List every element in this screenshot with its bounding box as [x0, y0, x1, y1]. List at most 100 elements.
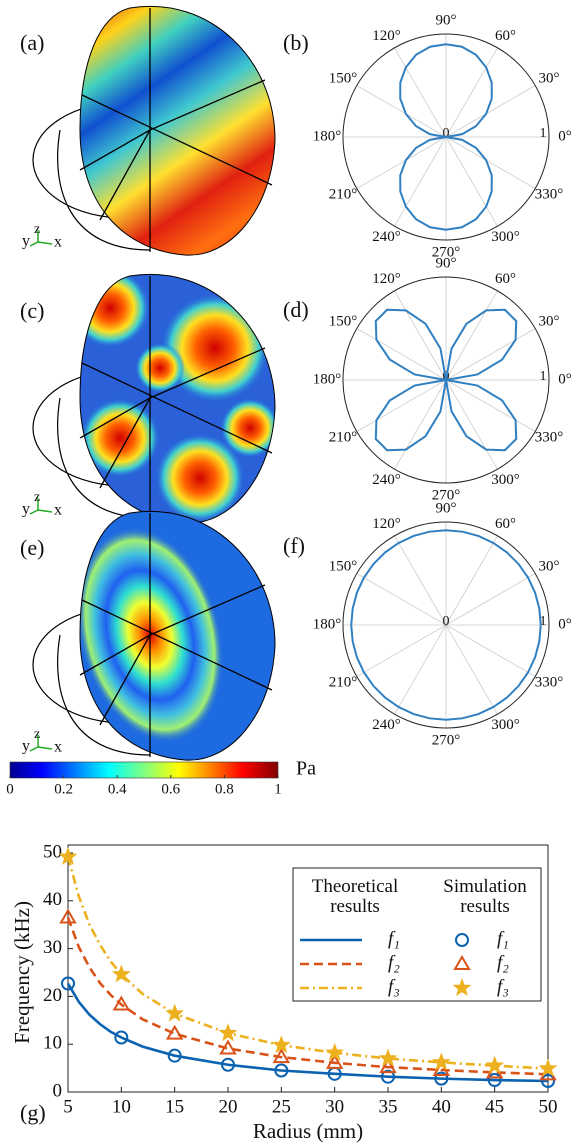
theta-tick-label: 0°: [558, 616, 572, 632]
field-blob: [70, 268, 150, 348]
axis-letter: z: [34, 222, 40, 237]
theta-tick-label: 90°: [436, 12, 457, 28]
theta-tick-label: 300°: [491, 717, 520, 733]
theta-tick-label: 330°: [535, 674, 564, 690]
grid-spoke: [395, 625, 447, 714]
legend-label: f₂: [497, 952, 509, 973]
x-tick-label: 50: [539, 1096, 558, 1117]
theta-tick-label: 60°: [495, 28, 516, 44]
r-tick-label: 1: [540, 369, 547, 384]
theta-tick-label: 30°: [539, 313, 560, 329]
panel-label: (f): [283, 533, 305, 558]
marker: [167, 1005, 183, 1020]
model-panel: (e)yzx: [20, 505, 280, 765]
field-blob: [80, 398, 160, 478]
grid-spoke: [446, 48, 498, 137]
theta-tick-label: 180°: [313, 616, 342, 632]
colorbar-tick-label: 0.4: [108, 781, 127, 797]
hemisphere: [54, 505, 280, 765]
marker: [487, 1057, 503, 1072]
grid-spoke: [395, 536, 447, 625]
theta-tick-label: 330°: [535, 429, 564, 445]
colorbar-tick-label: 0.2: [54, 781, 73, 797]
theta-tick-label: 270°: [432, 732, 461, 748]
theta-tick-label: 60°: [495, 516, 516, 532]
grid-spoke: [446, 574, 535, 626]
theta-tick-label: 210°: [329, 429, 358, 445]
legend-label: f₁: [388, 928, 400, 949]
theta-tick-label: 240°: [372, 472, 401, 488]
legend-label: f₃: [388, 976, 400, 997]
theta-tick-label: 90°: [436, 255, 457, 271]
grid-spoke: [446, 86, 535, 138]
panel-label: (a): [20, 30, 44, 55]
theta-tick-label: 120°: [372, 271, 401, 287]
legend-label: f₂: [388, 952, 400, 973]
x-tick-label: 5: [63, 1096, 73, 1117]
theta-tick-label: 210°: [329, 674, 358, 690]
grid-spoke: [357, 137, 446, 189]
y-tick-label: 20: [43, 985, 62, 1006]
theta-tick-label: 240°: [372, 717, 401, 733]
theta-tick-label: 180°: [313, 371, 342, 387]
legend-title: Simulation results: [425, 877, 545, 917]
grid-spoke: [446, 137, 535, 189]
colorbar: [10, 762, 278, 778]
grid-spoke: [446, 625, 535, 677]
theta-tick-label: 150°: [329, 70, 358, 86]
x-tick-label: 45: [485, 1096, 504, 1117]
axis-letter: x: [54, 234, 62, 251]
theta-tick-label: 120°: [372, 28, 401, 44]
page: { "models": [ {"label": "(a)", "axes": […: [0, 0, 578, 1146]
panel-label: (e): [20, 535, 44, 560]
theta-tick-label: 90°: [436, 500, 457, 516]
colorbar-tick-label: 0: [6, 781, 14, 797]
axis-letter: z: [34, 490, 40, 505]
grid-spoke: [446, 137, 498, 226]
theta-tick-label: 120°: [372, 516, 401, 532]
theta-tick-label: 210°: [329, 186, 358, 202]
figure: (a)yzx(c)yzx(e)yzx00.20.40.60.81Pa(b)0°3…: [0, 0, 578, 1146]
panel-label: (g): [20, 1100, 46, 1125]
theta-tick-label: 300°: [491, 472, 520, 488]
axis-letter: y: [22, 501, 30, 518]
grid-spoke: [395, 137, 447, 226]
r-tick-label: 1: [540, 126, 547, 141]
theta-tick-label: 150°: [329, 558, 358, 574]
field-blob: [220, 398, 280, 458]
panel-label: (d): [283, 297, 309, 322]
colorbar-tick-label: 0.6: [161, 781, 180, 797]
theta-tick-label: 0°: [558, 371, 572, 387]
grid-spoke: [357, 625, 446, 677]
y-tick-label: 30: [43, 937, 62, 958]
theta-tick-label: 300°: [491, 229, 520, 245]
marker: [380, 1050, 396, 1065]
grid-spoke: [395, 48, 447, 137]
marker: [433, 1054, 449, 1069]
x-tick-label: 30: [325, 1096, 344, 1117]
theta-tick-label: 30°: [539, 70, 560, 86]
r-tick-label: 0: [443, 614, 450, 629]
colorbar-tick-label: 0.8: [215, 781, 234, 797]
theta-tick-label: 150°: [329, 313, 358, 329]
x-tick-label: 40: [432, 1096, 451, 1117]
axis-letter: x: [54, 502, 62, 519]
x-tick-label: 20: [219, 1096, 238, 1117]
theta-tick-label: 60°: [495, 271, 516, 287]
theta-tick-label: 330°: [535, 186, 564, 202]
x-tick-label: 10: [112, 1096, 131, 1117]
x-tick-label: 35: [379, 1096, 398, 1117]
y-axis-label: Frequency (kHz): [10, 901, 34, 1044]
model-panel: (c)yzx: [20, 268, 280, 528]
legend-title: Theoretical results: [295, 877, 415, 917]
colorbar-unit: Pa: [296, 758, 316, 780]
axis-letter: z: [34, 727, 40, 742]
y-tick-label: 0: [53, 1080, 63, 1101]
x-axis-label: Radius (mm): [253, 1119, 363, 1143]
grid-spoke: [446, 625, 498, 714]
axis-letter: y: [22, 233, 30, 250]
marker: [220, 1025, 236, 1040]
legend-label: f₁: [497, 928, 509, 949]
y-tick-label: 40: [43, 889, 62, 910]
theta-tick-label: 240°: [372, 229, 401, 245]
